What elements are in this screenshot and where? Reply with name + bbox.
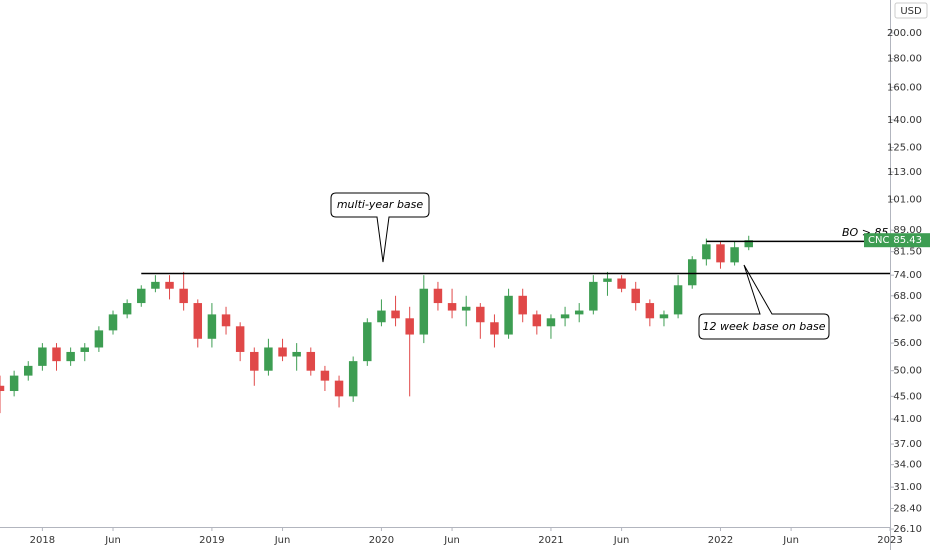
y-tick-label: 41.00 bbox=[893, 414, 922, 425]
candle-body bbox=[9, 375, 19, 392]
candle-body bbox=[235, 326, 245, 352]
candle-body bbox=[433, 288, 443, 304]
candle-body bbox=[405, 318, 414, 335]
candle-body bbox=[377, 310, 386, 323]
x-tick-label: Jun bbox=[443, 535, 460, 546]
currency-box[interactable] bbox=[894, 2, 928, 19]
candle-body bbox=[38, 347, 47, 366]
candle-body bbox=[476, 306, 485, 323]
x-tick-label: 2020 bbox=[369, 535, 394, 546]
x-tick-label: 2021 bbox=[538, 535, 563, 546]
candle-body bbox=[122, 303, 132, 315]
currency-label[interactable]: USD bbox=[900, 6, 922, 17]
candle-body bbox=[546, 318, 556, 327]
candle-body bbox=[560, 314, 570, 319]
candle-body bbox=[574, 310, 584, 315]
last-price-label: 85.43 bbox=[893, 235, 922, 246]
candle-body bbox=[532, 314, 542, 327]
candle-body bbox=[320, 370, 330, 381]
candle-body bbox=[617, 278, 626, 289]
candle-body bbox=[165, 281, 174, 289]
candle-body bbox=[278, 347, 287, 357]
candle-body bbox=[334, 380, 344, 397]
y-tick-label: 28.40 bbox=[893, 503, 922, 514]
candle-body bbox=[716, 244, 725, 263]
y-tick-label: 89.00 bbox=[893, 225, 922, 236]
candle-body bbox=[631, 288, 640, 304]
candle-body bbox=[730, 247, 739, 263]
callout-box bbox=[698, 264, 830, 340]
x-tick-label: Jun bbox=[782, 535, 799, 546]
candle-body bbox=[461, 306, 471, 311]
x-tick-label: 2019 bbox=[199, 535, 224, 546]
candle-body bbox=[419, 288, 429, 335]
candle-body bbox=[702, 244, 711, 260]
candle-body bbox=[193, 303, 203, 339]
candle-body bbox=[108, 314, 118, 331]
y-tick-label: 160.00 bbox=[887, 82, 922, 93]
ticker-label: CNC bbox=[868, 235, 889, 246]
x-tick-label: Jun bbox=[104, 535, 121, 546]
candle-body bbox=[603, 278, 612, 282]
y-tick-label: 45.00 bbox=[893, 391, 922, 402]
y-tick-label: 101.00 bbox=[887, 194, 922, 205]
candle-body bbox=[292, 351, 301, 357]
y-tick-label: 26.10 bbox=[893, 524, 922, 535]
candle-body bbox=[221, 314, 231, 327]
y-tick-label: 180.00 bbox=[887, 54, 922, 65]
candle-body bbox=[52, 347, 61, 362]
candle-body bbox=[518, 295, 527, 315]
candle-body bbox=[0, 385, 5, 392]
candle-body bbox=[673, 285, 683, 315]
candle-body bbox=[645, 303, 655, 319]
candle-body bbox=[348, 361, 358, 397]
candle-body bbox=[264, 347, 273, 371]
candle-body bbox=[363, 322, 372, 362]
candle-body bbox=[24, 365, 33, 376]
candle-body bbox=[137, 288, 146, 304]
callout-box bbox=[330, 192, 430, 263]
candle-body bbox=[306, 351, 316, 371]
price-badge bbox=[864, 233, 930, 248]
y-tick-label: 113.00 bbox=[887, 167, 922, 178]
candle-body bbox=[744, 240, 753, 248]
candle-body bbox=[687, 259, 697, 286]
candle-body bbox=[207, 314, 217, 339]
x-tick-label: 2023 bbox=[877, 535, 902, 546]
y-tick-label: 200.00 bbox=[887, 28, 922, 39]
candle-body bbox=[80, 347, 89, 352]
y-tick-label: 140.00 bbox=[887, 115, 922, 126]
candle-body bbox=[490, 322, 499, 335]
annotation: multi-year base bbox=[337, 198, 424, 211]
candle-body bbox=[66, 351, 75, 362]
y-tick-label: 34.00 bbox=[893, 460, 922, 471]
y-tick-label: 81.50 bbox=[893, 247, 922, 258]
candle-body bbox=[179, 288, 188, 304]
y-tick-label: 56.00 bbox=[893, 338, 922, 349]
candle-body bbox=[151, 281, 160, 289]
y-tick-label: 74.00 bbox=[893, 270, 922, 281]
y-tick-label: 50.00 bbox=[893, 366, 922, 377]
y-tick-label: 125.00 bbox=[887, 142, 922, 153]
y-tick-label: 37.00 bbox=[893, 439, 922, 450]
candle-body bbox=[391, 310, 400, 319]
candle-body bbox=[659, 314, 669, 319]
candle-body bbox=[504, 295, 513, 335]
y-tick-label: 62.00 bbox=[893, 313, 922, 324]
y-tick-label: 31.00 bbox=[893, 482, 922, 493]
annotation: 12 week base on base bbox=[702, 320, 825, 333]
candle-body bbox=[447, 303, 457, 311]
x-tick-label: Jun bbox=[274, 535, 291, 546]
candle-body bbox=[589, 281, 598, 311]
x-tick-label: 2022 bbox=[708, 535, 733, 546]
candle-body bbox=[250, 351, 259, 371]
candle-body bbox=[94, 330, 104, 348]
x-tick-label: Jun bbox=[613, 535, 630, 546]
x-tick-label: 2018 bbox=[30, 535, 55, 546]
y-tick-label: 68.00 bbox=[893, 291, 922, 302]
